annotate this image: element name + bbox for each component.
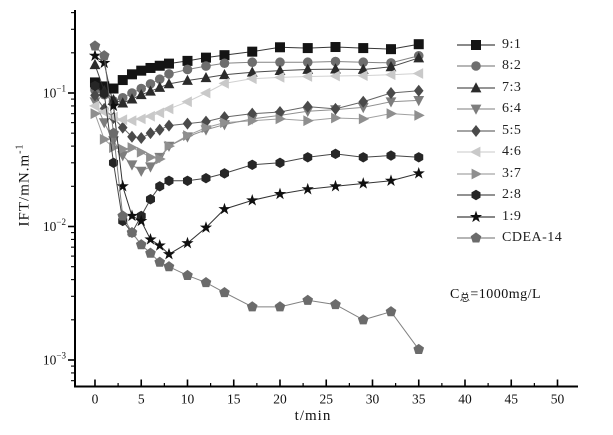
- legend-marker-pentagon-icon: [457, 232, 495, 243]
- x-tick-label: 50: [551, 392, 565, 407]
- legend-label: 5:5: [502, 122, 522, 138]
- legend-label: 7:3: [502, 79, 522, 95]
- x-tick-label: 15: [227, 392, 241, 407]
- legend-marker-square-icon: [457, 39, 495, 50]
- legend-label: 3:7: [502, 165, 522, 181]
- legend-entry-9:1: 9:1: [456, 34, 562, 56]
- series-3:7: [90, 108, 425, 165]
- legend-entry-2:8: 2:8: [456, 185, 562, 207]
- legend: 9:1 8:2 7:3 6:4 5:5 4:6 3:7 2:8 1:9 CDEA-14: [456, 34, 562, 249]
- y-tick-label: 10−2: [43, 217, 66, 234]
- legend-entry-1:9: 1:9: [456, 206, 562, 228]
- legend-entry-8:2: 8:2: [456, 56, 562, 78]
- legend-marker-triangle-right-icon: [457, 168, 495, 180]
- legend-marker-diamond-icon: [457, 124, 495, 137]
- legend-marker-triangle-left-icon: [457, 146, 495, 158]
- x-tick-label: 0: [92, 392, 99, 407]
- legend-entry-4:6: 4:6: [456, 142, 562, 164]
- legend-entry-cdea-14: CDEA-14: [456, 228, 562, 250]
- x-tick-label: 25: [319, 392, 333, 407]
- annotation-rest: =1000mg/L: [470, 287, 542, 302]
- legend-label: 6:4: [502, 101, 522, 117]
- legend-entry-3:7: 3:7: [456, 163, 562, 185]
- legend-marker-star-icon: [457, 210, 495, 222]
- series-7:3: [89, 52, 425, 108]
- legend-label: 4:6: [502, 144, 522, 160]
- series-1:9: [88, 49, 425, 260]
- legend-entry-5:5: 5:5: [456, 120, 562, 142]
- legend-label: 1:9: [502, 208, 522, 224]
- x-tick-label: 30: [366, 392, 380, 407]
- legend-label: 8:2: [502, 58, 522, 74]
- annotation-main: C: [450, 287, 460, 302]
- legend-label: CDEA-14: [502, 230, 563, 246]
- annotation-subscript: 总: [459, 293, 471, 304]
- x-tick-label: 10: [181, 392, 195, 407]
- y-tick-label: 10−1: [43, 83, 66, 100]
- legend-label: 2:8: [502, 187, 522, 203]
- series-2:8: [90, 80, 424, 238]
- x-axis-label: t/min: [294, 408, 332, 424]
- x-tick-label: 45: [504, 392, 518, 407]
- legend-entry-7:3: 7:3: [456, 77, 562, 99]
- x-axis-ticks: 0 5 10 15 20 25 30 35 40 45 50: [92, 379, 565, 407]
- y-axis-label: IFT/mN.m-1: [15, 144, 34, 227]
- x-tick-label: 5: [138, 392, 145, 407]
- series-CDEA-14: [89, 40, 425, 354]
- x-tick-label: 20: [273, 392, 287, 407]
- y-axis-ticks: 10−1 10−2 10−3: [43, 12, 75, 382]
- y-axis-label-exponent: -1: [14, 143, 26, 154]
- legend-marker-triangle-down-icon: [457, 104, 495, 116]
- legend-marker-circle-icon: [457, 61, 495, 72]
- series-4:6: [88, 68, 424, 127]
- x-tick-label: 40: [458, 392, 472, 407]
- x-tick-label: 35: [412, 392, 426, 407]
- concentration-annotation: C总=1000mg/L: [450, 287, 541, 304]
- y-tick-label: 10−3: [43, 350, 67, 367]
- legend-marker-hexagon-icon: [457, 190, 495, 201]
- legend-entry-6:4: 6:4: [456, 99, 562, 121]
- y-axis-label-text: IFT/mN.m: [16, 153, 33, 227]
- legend-label: 9:1: [502, 36, 522, 52]
- legend-marker-triangle-up-icon: [457, 81, 495, 93]
